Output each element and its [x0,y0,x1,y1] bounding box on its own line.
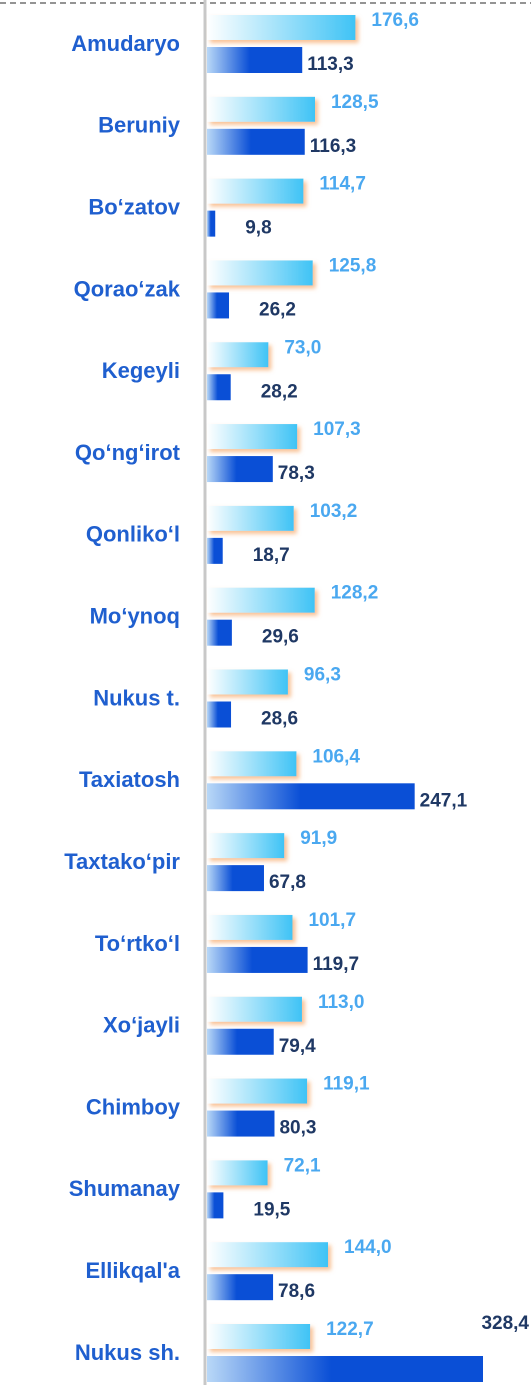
value-label: 9,8 [245,218,271,239]
category-label: Qorao‘zak [74,276,181,301]
bar [207,96,315,122]
value-label: 114,7 [319,174,366,195]
category-label: Kegeyli [102,358,180,383]
value-label: 119,1 [323,1074,370,1095]
value-label: 119,7 [313,954,360,975]
value-label: 107,3 [313,419,361,440]
value-label: 176,6 [371,10,419,31]
value-label: 96,3 [304,665,341,686]
bar [207,128,305,155]
bar [207,751,297,777]
bar [207,1242,329,1268]
value-label: 128,5 [331,92,379,113]
bar [207,342,269,368]
bar [207,865,264,892]
category-label: Bo‘zatov [88,194,180,219]
category-label: Taxiatosh [79,767,180,792]
category-label: Beruniy [98,113,181,138]
value-label: 122,7 [326,1319,374,1340]
value-label: 80,3 [279,1118,316,1139]
value-label: 328,4 [481,1313,529,1334]
category-label: Nukus t. [93,685,180,710]
category-label: Shumanay [69,1176,181,1201]
value-label: 67,8 [269,872,306,893]
bar [207,1192,224,1219]
value-label: 28,6 [261,709,298,730]
value-label: 79,4 [279,1036,316,1057]
bar [207,424,298,450]
bar [207,374,231,401]
value-label: 144,0 [344,1237,392,1258]
value-label: 128,2 [331,583,379,604]
bar [207,47,303,73]
value-label: 113,0 [318,992,365,1013]
category-label: To‘rtko‘l [95,931,180,956]
category-label: Xo‘jayli [103,1013,180,1038]
bar [207,537,223,564]
bar [207,833,285,859]
category-label: Mo‘ynoq [90,604,180,629]
bar [207,946,308,973]
value-label: 113,3 [307,54,354,75]
value-label: 247,1 [420,790,468,811]
value-label: 103,2 [310,501,358,522]
value-label: 19,5 [253,1199,290,1220]
value-label: 29,6 [262,627,299,648]
category-label: Ellikqal'a [86,1258,181,1283]
bar [207,456,273,483]
category-label: Qonliko‘l [86,522,180,547]
bar [207,1274,274,1301]
value-label: 18,7 [253,545,290,566]
bar [207,1160,268,1186]
category-label: Nukus sh. [75,1340,180,1365]
bar [207,783,415,810]
value-label: 91,9 [300,828,337,849]
bar [207,1078,308,1104]
bar [207,914,293,940]
value-label: 101,7 [308,910,356,931]
bar [207,1028,274,1055]
category-label: Amudaryo [71,31,180,56]
bar [207,260,313,286]
bar [207,178,304,204]
value-label: 106,4 [312,746,360,767]
value-label: 78,3 [278,463,315,484]
bar [207,15,356,40]
value-label: 125,8 [329,255,377,276]
bar [207,669,288,695]
value-label: 72,1 [284,1155,321,1176]
category-label: Taxtako‘pir [64,849,180,874]
value-label: 26,2 [259,299,296,320]
bar [207,619,232,646]
bar [207,505,294,531]
bar [207,1324,311,1349]
bar [207,210,216,237]
value-label: 28,2 [261,381,298,402]
bar [207,587,315,613]
value-label: 78,6 [278,1281,315,1302]
category-label: Qo‘ng‘irot [75,440,181,465]
bar [207,1356,483,1382]
category-label: Chimboy [86,1094,181,1119]
value-label: 116,3 [310,136,357,157]
value-label: 73,0 [284,337,321,358]
bar [207,996,302,1022]
bar [207,292,230,319]
bar [207,701,232,728]
bar [207,1110,275,1137]
